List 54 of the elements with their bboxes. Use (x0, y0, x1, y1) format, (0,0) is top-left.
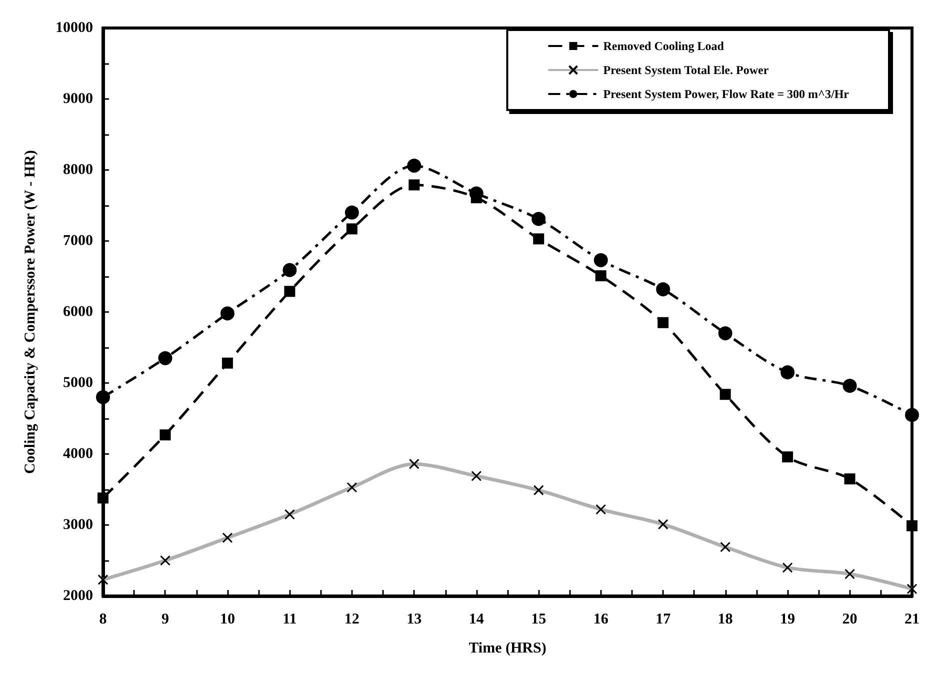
y-tick-label: 8000 (63, 162, 93, 178)
point (408, 179, 420, 190)
point (594, 253, 608, 268)
x-tick-label: 16 (593, 612, 609, 628)
x-axis-title: Time (HRS) (468, 640, 546, 656)
x-tick-label: 10 (220, 612, 235, 628)
point (344, 206, 359, 220)
point (532, 212, 546, 226)
point (220, 306, 234, 320)
x-tick-label: 8 (99, 612, 107, 628)
point (98, 492, 108, 504)
legend-label: Present System Power, Flow Rate = 300 m^3/Hr (603, 87, 850, 101)
x-tick-label: 13 (406, 612, 422, 628)
y-tick-label: 10000 (56, 20, 93, 36)
legend-label: Present System Total Ele. Power (603, 63, 770, 77)
x-tick-label: 12 (344, 612, 360, 628)
y-tick-label: 3000 (63, 517, 93, 533)
point (782, 451, 794, 462)
x-tick-label: 11 (282, 612, 297, 628)
point (780, 365, 795, 380)
point (346, 223, 358, 234)
x-tick-label: 15 (531, 612, 546, 628)
point (158, 351, 172, 366)
point (96, 390, 110, 404)
point (906, 520, 918, 532)
y-tick-label: 2000 (63, 588, 93, 604)
x-tick-label: 18 (718, 612, 733, 628)
point (282, 263, 297, 278)
point (905, 408, 919, 422)
x-tick-label: 19 (780, 612, 796, 628)
x-tick-label: 20 (842, 612, 858, 628)
point (407, 158, 422, 173)
y-tick-label: 9000 (63, 91, 93, 107)
y-tick-label: 6000 (63, 304, 93, 320)
point (222, 358, 233, 369)
point (720, 388, 731, 400)
y-tick-label: 5000 (63, 375, 93, 391)
point (595, 270, 606, 282)
y-tick-label: 7000 (63, 233, 93, 249)
y-tick-label: 4000 (63, 446, 93, 462)
x-tick-label: 14 (468, 612, 484, 628)
point (656, 282, 670, 296)
x-tick-label: 9 (161, 612, 169, 628)
point (842, 378, 857, 393)
point (533, 233, 544, 244)
legend-label: Removed Cooling Load (603, 39, 724, 53)
x-tick-label: 21 (904, 612, 920, 628)
point (718, 326, 732, 340)
point (160, 429, 171, 440)
point (284, 286, 296, 297)
point (658, 317, 669, 328)
x-tick-label: 17 (656, 612, 672, 628)
point (844, 473, 856, 484)
y-axis-title: Cooling Capacity & Comperssore Power (W - HR) (22, 150, 38, 474)
